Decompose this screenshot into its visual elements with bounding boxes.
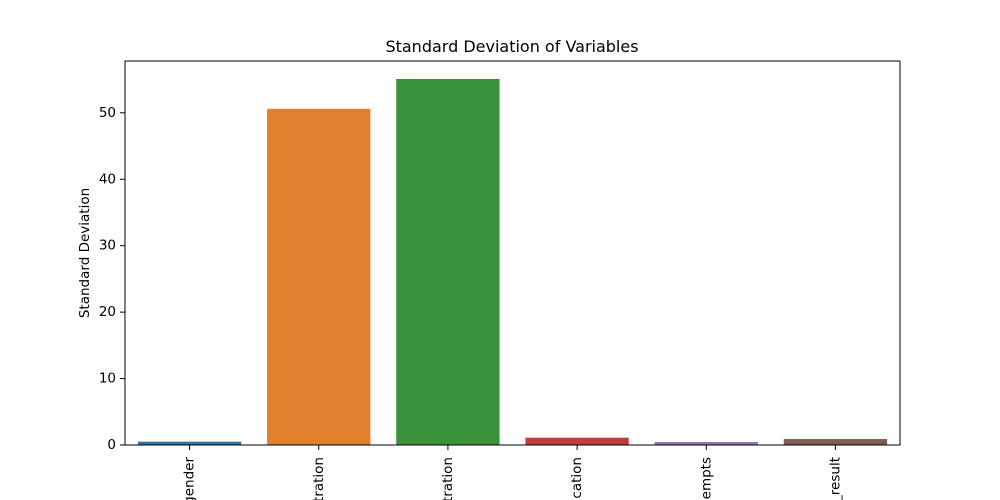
x-tick-label-0: gender [182, 457, 198, 500]
bar-2 [396, 78, 500, 445]
bar-3 [525, 437, 629, 445]
y-tick-label-5: 50 [99, 105, 116, 121]
y-tick-label-4: 40 [99, 171, 116, 187]
plot-frame [124, 60, 901, 446]
chart-title: Standard Deviation of Variables [385, 37, 638, 56]
bar-5 [783, 439, 888, 445]
y-tick-label-1: 10 [99, 371, 116, 387]
x-tick-label-4: empts [698, 457, 714, 499]
x-tick-label-3: cation [569, 457, 585, 499]
y-axis: 0 10 20 30 40 50 [99, 105, 125, 453]
y-tick-label-3: 30 [99, 238, 116, 254]
x-axis: gender tration tration cation empts _result [182, 445, 843, 500]
x-tick-label-1: tration [311, 457, 327, 500]
bar-4 [654, 442, 758, 445]
x-tick-label-2: tration [440, 457, 456, 500]
x-tick-label-5: _result [827, 457, 843, 500]
y-tick-label-2: 20 [99, 304, 116, 320]
y-axis-label: Standard Deviation [77, 188, 93, 318]
bar-1 [267, 108, 371, 445]
bar-0 [137, 441, 242, 445]
y-tick-label-0: 0 [107, 437, 116, 453]
bars-group [137, 78, 888, 445]
